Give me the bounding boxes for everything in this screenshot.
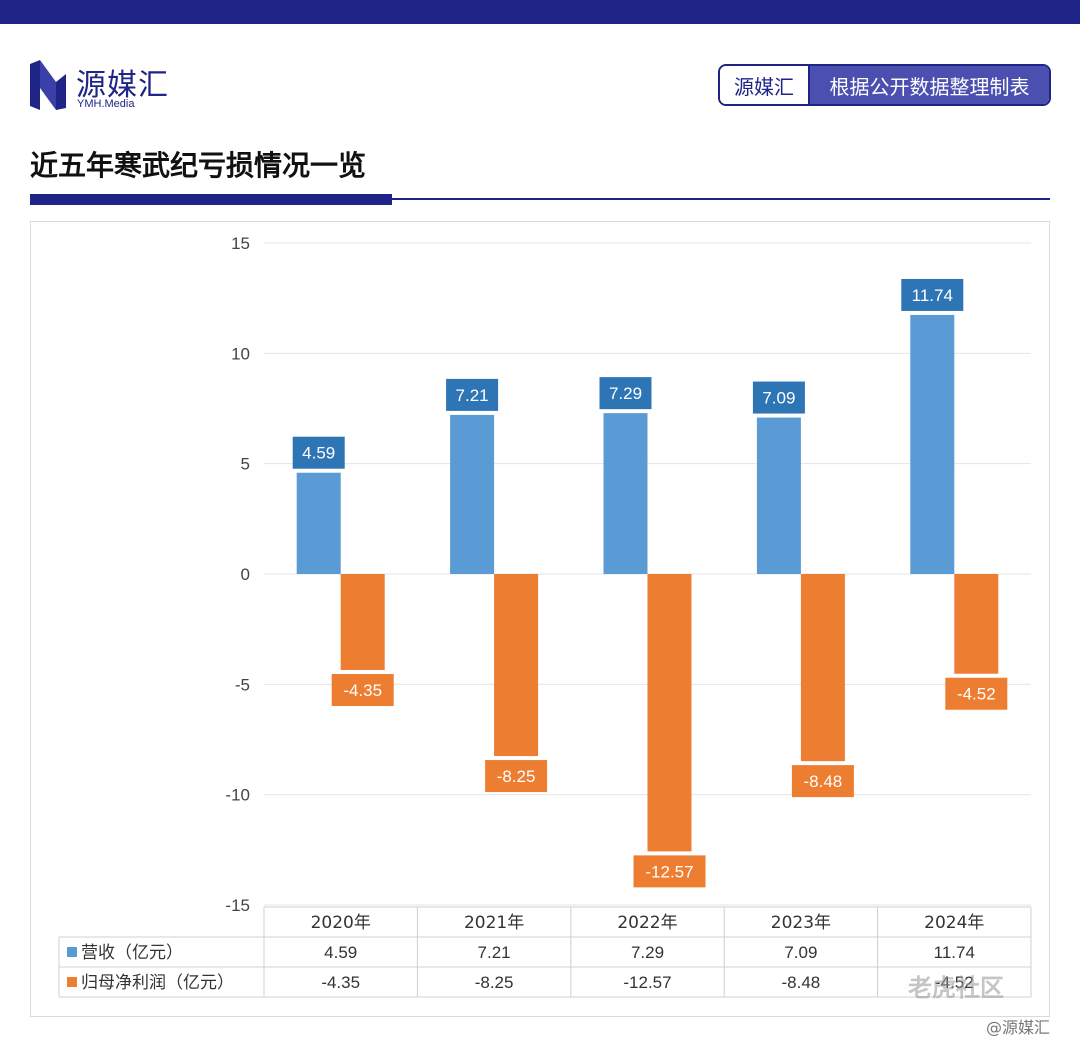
legend-swatch xyxy=(67,977,77,987)
title-underline-accent xyxy=(30,194,392,205)
table-cell: -8.25 xyxy=(475,973,514,992)
net-profit-data-label: -8.25 xyxy=(497,767,536,786)
net-profit-data-label: -12.57 xyxy=(645,862,693,881)
table-cell: 7.09 xyxy=(784,943,817,962)
x-category-label: 2021年 xyxy=(464,913,524,933)
brand-logo: 源媒汇 YMH.Media xyxy=(30,58,190,114)
y-tick-label: 15 xyxy=(231,234,250,253)
y-tick-label: -5 xyxy=(235,675,250,694)
table-cell: -8.48 xyxy=(782,973,821,992)
legend-swatch xyxy=(67,947,77,957)
watermark-handle: @源媒汇 xyxy=(986,1018,1051,1037)
y-tick-label: 0 xyxy=(241,565,250,584)
data-label-box xyxy=(901,278,964,311)
table-cell: 4.59 xyxy=(324,943,357,962)
brand-subtitle: YMH.Media xyxy=(77,98,135,110)
source-tag: 源媒汇 根据公开数据整理制表 xyxy=(718,64,1051,106)
revenue-data-label: 11.74 xyxy=(912,286,953,305)
net-profit-bar xyxy=(340,574,385,670)
net-profit-bar xyxy=(647,574,692,852)
table-cell: -4.52 xyxy=(935,973,974,992)
net-profit-data-label: -4.52 xyxy=(957,685,996,704)
y-tick-label: 10 xyxy=(231,344,250,363)
revenue-bar xyxy=(910,314,955,574)
data-label-box xyxy=(599,377,652,410)
chart-frame: 15 10 5 0 -5 -10 -15 4.59 7.21 7.29 7.09 11.74 -4.35… xyxy=(30,221,1050,1017)
bar-chart: 15 10 5 0 -5 -10 -15 4.59 7.21 7.29 7.09 11.74 -4.35… xyxy=(58,234,1032,998)
table-cell: 7.21 xyxy=(478,943,511,962)
revenue-bar xyxy=(296,472,341,574)
x-category-label: 2020年 xyxy=(311,913,371,933)
legend-label: 归母净利润（亿元） xyxy=(81,973,234,993)
page-title: 近五年寒武纪亏损情况一览 xyxy=(30,149,367,182)
data-label-box xyxy=(485,760,548,793)
data-label-box xyxy=(945,677,1008,710)
table-cell: 7.29 xyxy=(631,943,664,962)
data-label-box xyxy=(791,765,854,798)
data-label-box xyxy=(446,378,499,411)
ymh-logo-icon xyxy=(30,60,66,110)
y-tick-label: -10 xyxy=(225,786,250,805)
net-profit-bar xyxy=(494,574,539,757)
data-label-box xyxy=(633,855,706,888)
x-category-label: 2023年 xyxy=(771,913,831,933)
revenue-data-label: 4.59 xyxy=(302,444,335,463)
net-profit-data-label: -8.48 xyxy=(804,772,843,791)
title-underline xyxy=(392,198,1050,200)
data-label-box xyxy=(752,381,805,414)
revenue-bar xyxy=(603,413,648,574)
table-cell: 11.74 xyxy=(934,943,975,962)
x-category-label: 2024年 xyxy=(924,913,984,933)
data-label-box xyxy=(331,673,394,706)
top-banner xyxy=(0,0,1080,24)
revenue-data-label: 7.21 xyxy=(456,386,489,405)
table-cell: -12.57 xyxy=(623,973,671,992)
source-tag-note: 根据公开数据整理制表 xyxy=(810,66,1049,104)
net-profit-data-label: -4.35 xyxy=(343,681,382,700)
net-profit-bar xyxy=(800,574,845,762)
x-category-label: 2022年 xyxy=(617,913,677,933)
watermark-community: 老虎社区 xyxy=(908,974,1004,1002)
source-tag-brand: 源媒汇 xyxy=(720,66,810,104)
net-profit-bar xyxy=(954,574,999,674)
data-label-box xyxy=(292,436,345,469)
y-tick-label: 5 xyxy=(241,455,250,474)
table-cell: -4.35 xyxy=(321,973,360,992)
legend-label: 营收（亿元） xyxy=(81,943,183,963)
revenue-data-label: 7.09 xyxy=(762,389,795,408)
revenue-data-label: 7.29 xyxy=(609,384,642,403)
y-tick-label: -15 xyxy=(225,896,250,915)
revenue-bar xyxy=(756,417,801,574)
revenue-bar xyxy=(450,414,495,574)
brand-name: 源媒汇 xyxy=(76,68,169,103)
